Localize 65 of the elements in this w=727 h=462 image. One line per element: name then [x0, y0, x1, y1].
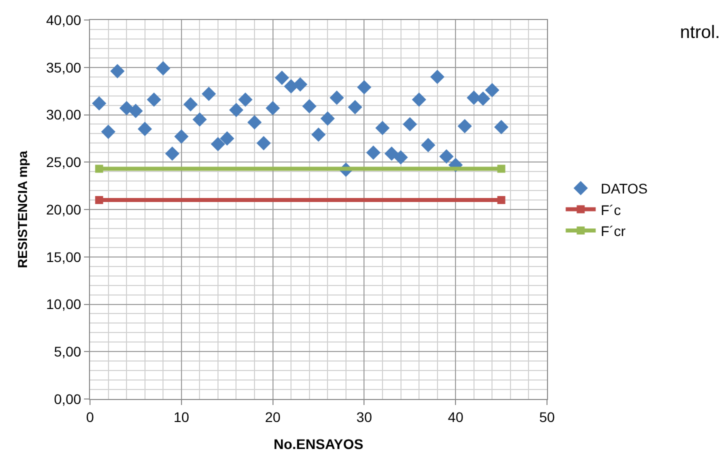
y-tick-label: 35,00	[46, 59, 82, 76]
point	[311, 128, 326, 142]
point	[439, 149, 454, 164]
point	[384, 146, 399, 161]
text: ntrol.	[680, 22, 720, 42]
point	[266, 100, 280, 116]
x-tick-label: 20	[265, 408, 281, 425]
point	[293, 77, 308, 92]
point	[485, 82, 500, 98]
point	[430, 70, 444, 84]
point	[497, 196, 506, 204]
legend-label: F´cr	[600, 222, 626, 239]
point	[92, 96, 106, 111]
point	[138, 122, 152, 136]
x-tick-label: 0	[86, 408, 94, 425]
point	[247, 115, 262, 130]
point	[95, 196, 104, 204]
x-tick-label: 10	[174, 408, 190, 425]
x-tick-label: 30	[356, 408, 372, 425]
point	[402, 117, 418, 132]
point	[110, 64, 125, 78]
y-tick-label: 10,00	[46, 296, 82, 312]
point	[320, 111, 335, 126]
point	[101, 124, 116, 139]
point	[421, 138, 436, 152]
y-tick-label: 20,00	[46, 201, 82, 218]
y-tick-label: 25,00	[46, 154, 82, 170]
y-tick-label: 30,00	[46, 106, 82, 123]
x-tick-label: 50	[539, 408, 555, 425]
point	[256, 136, 271, 150]
y-tick-label: 40,00	[46, 12, 82, 28]
point	[210, 136, 226, 152]
point	[128, 104, 143, 118]
x-axis-title: No.ENSAYOS	[274, 436, 364, 452]
point	[274, 70, 290, 85]
point	[119, 100, 134, 116]
point	[156, 61, 170, 76]
point	[412, 92, 426, 107]
point	[330, 90, 344, 105]
point	[357, 80, 372, 94]
point	[192, 112, 207, 127]
y-tick-label: 5,00	[54, 344, 82, 360]
point	[220, 131, 234, 146]
point	[366, 146, 380, 160]
y-axis-title: RESISTENCIA mpa	[15, 150, 30, 268]
point	[183, 97, 198, 112]
point	[494, 120, 508, 134]
point	[375, 120, 390, 136]
legend-label: F´c	[600, 202, 621, 218]
point	[174, 129, 189, 144]
point	[146, 92, 162, 107]
point	[497, 164, 506, 173]
point	[394, 150, 408, 165]
y-tick-label: 0,00	[54, 390, 82, 407]
x-tick-label: 40	[448, 408, 464, 425]
y-tick-label: 15,00	[46, 248, 82, 265]
point	[302, 99, 317, 114]
point	[165, 146, 180, 161]
legend-label: DATOS	[600, 180, 648, 197]
point	[458, 118, 472, 134]
point	[202, 86, 216, 102]
point	[229, 102, 244, 118]
point	[95, 164, 104, 173]
point	[348, 100, 362, 114]
point	[238, 92, 253, 107]
